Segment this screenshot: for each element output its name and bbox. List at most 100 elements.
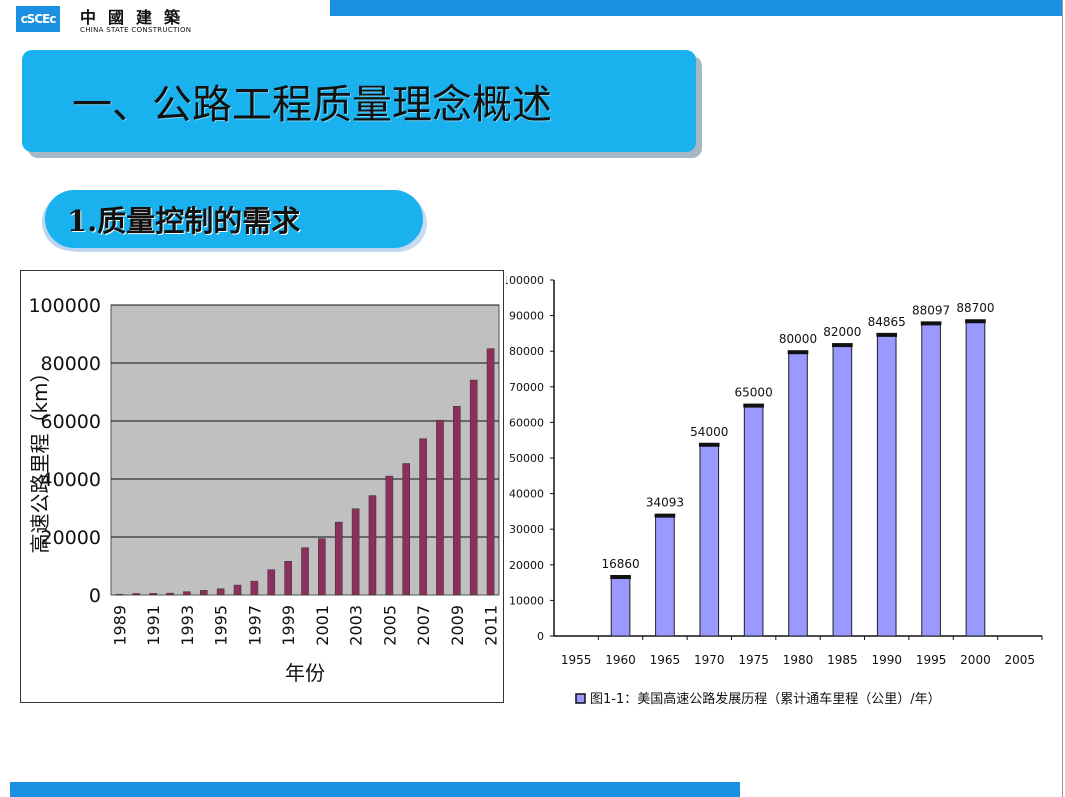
bar (216, 588, 225, 596)
x-tick-label: 1989 (110, 605, 129, 646)
bar (199, 590, 208, 596)
bar (965, 319, 986, 637)
bar (284, 561, 292, 596)
data-label: 65000 (735, 386, 773, 400)
x-tick-label: 1980 (783, 653, 814, 667)
y-tick-label: 0 (537, 630, 544, 643)
x-tick-label: 1995 (212, 605, 231, 646)
company-logo-icon: cSCEc (16, 6, 60, 32)
usa-highway-chart: 0 10000 20000 30000 40000 50000 60000 70000 8000… (502, 274, 1043, 707)
y-tick-label: 40000 (509, 488, 544, 501)
legend-swatch (575, 693, 586, 704)
x-tick-label: 1960 (605, 653, 636, 667)
bar (385, 475, 394, 596)
x-axis-title: 年份 (285, 661, 325, 685)
y-tick-label: 10000 (509, 594, 544, 607)
x-tick-label: 2003 (347, 605, 366, 646)
x-tick-label: 2009 (448, 605, 467, 646)
y-tick-label: 60000 (509, 416, 544, 429)
legend-label: 图1-1：美国高速公路发展历程（累计通车里程（公里）/年） (590, 691, 941, 707)
x-tick-label: 1985 (827, 653, 858, 667)
data-label: 54000 (690, 425, 728, 439)
x-tick-label: 1999 (279, 605, 298, 646)
bar (610, 575, 631, 637)
y-tick-label: 70000 (509, 381, 544, 394)
bar (250, 580, 259, 596)
slide-title: 一、公路工程质量理念概述 (72, 82, 552, 128)
y-tick-label: 0 (89, 585, 101, 607)
bar (301, 547, 309, 596)
top-accent-bar (330, 0, 1062, 16)
right-edge-rule (1062, 0, 1063, 797)
x-tick-label: 1995 (916, 653, 947, 667)
bar (436, 419, 444, 596)
bar-cap (698, 442, 720, 447)
x-tick-label: 1990 (871, 653, 902, 667)
y-tick-label: 80000 (41, 353, 101, 375)
y-tick-label: 90000 (509, 310, 544, 323)
company-name-cn: 中國建築 (80, 8, 193, 27)
x-tick-label: 2011 (482, 605, 501, 646)
bar (402, 463, 411, 596)
data-label: 80000 (779, 332, 817, 346)
usa-chart-frame: 0 10000 20000 30000 40000 50000 60000 70000 8000… (502, 270, 1054, 718)
data-label: 88700 (956, 301, 994, 315)
bar (351, 508, 360, 596)
bar (233, 584, 242, 596)
bar (921, 321, 941, 637)
bar (469, 379, 478, 596)
bar (743, 404, 764, 637)
bar-cap (876, 332, 898, 337)
y-tick-label: 50000 (509, 452, 544, 465)
bar-cap (787, 350, 809, 355)
bar (486, 348, 495, 596)
company-name-en: CHINA STATE CONSTRUCTION (80, 26, 192, 34)
bar (267, 569, 276, 596)
x-tick-label: 1975 (738, 653, 769, 667)
data-label: 34093 (646, 496, 684, 510)
bar-cap (832, 343, 853, 348)
bar-cap (610, 574, 631, 579)
bar-cap (965, 319, 986, 324)
y-tick-label: 100000 (28, 295, 101, 317)
title-banner: 一、公路工程质量理念概述 (22, 50, 696, 152)
bar (132, 593, 141, 596)
x-tick-label: 1970 (694, 653, 725, 667)
subtitle-pill: 1.质量控制的需求 (45, 190, 423, 248)
bar-cap (654, 513, 676, 518)
bar (149, 593, 157, 596)
y-tick-label: 40000 (41, 469, 101, 491)
x-tick-label: 1955 (561, 653, 592, 667)
bar-cap (743, 403, 764, 408)
data-label: 16860 (601, 557, 639, 571)
bar-cap (920, 321, 942, 326)
bar (832, 343, 853, 637)
x-tick-label: 1993 (178, 605, 197, 646)
y-tick-label: 80000 (509, 345, 544, 358)
y-tick-label: 20000 (509, 559, 544, 572)
x-tick-label: 2005 (380, 605, 399, 646)
bar (419, 438, 427, 596)
bar (318, 538, 326, 596)
x-tick-label: 1991 (144, 605, 163, 646)
bar (183, 591, 191, 596)
x-tick-label: 1997 (245, 605, 264, 646)
data-label: 88097 (912, 303, 950, 317)
bar (655, 514, 675, 637)
bottom-accent-bar (10, 782, 740, 797)
bar (334, 521, 343, 596)
x-tick-label: 2007 (414, 605, 433, 646)
bar (699, 443, 720, 637)
bar (788, 350, 808, 637)
x-tick-label: 1965 (650, 653, 681, 667)
y-tick-label: 20000 (41, 527, 101, 549)
bar (876, 333, 897, 637)
y-tick-label: 100000 (506, 274, 544, 287)
china-chart-frame: 0 20000 40000 60000 80000 100000 1989 1991 1993 1… (20, 270, 504, 703)
bar (166, 592, 174, 596)
y-tick-label: 30000 (509, 523, 544, 536)
data-label: 84865 (868, 315, 906, 329)
bar (453, 406, 461, 596)
x-tick-label: 2000 (960, 653, 991, 667)
china-highway-chart: 0 20000 40000 60000 80000 100000 1989 1991 1993 1… (28, 295, 501, 685)
